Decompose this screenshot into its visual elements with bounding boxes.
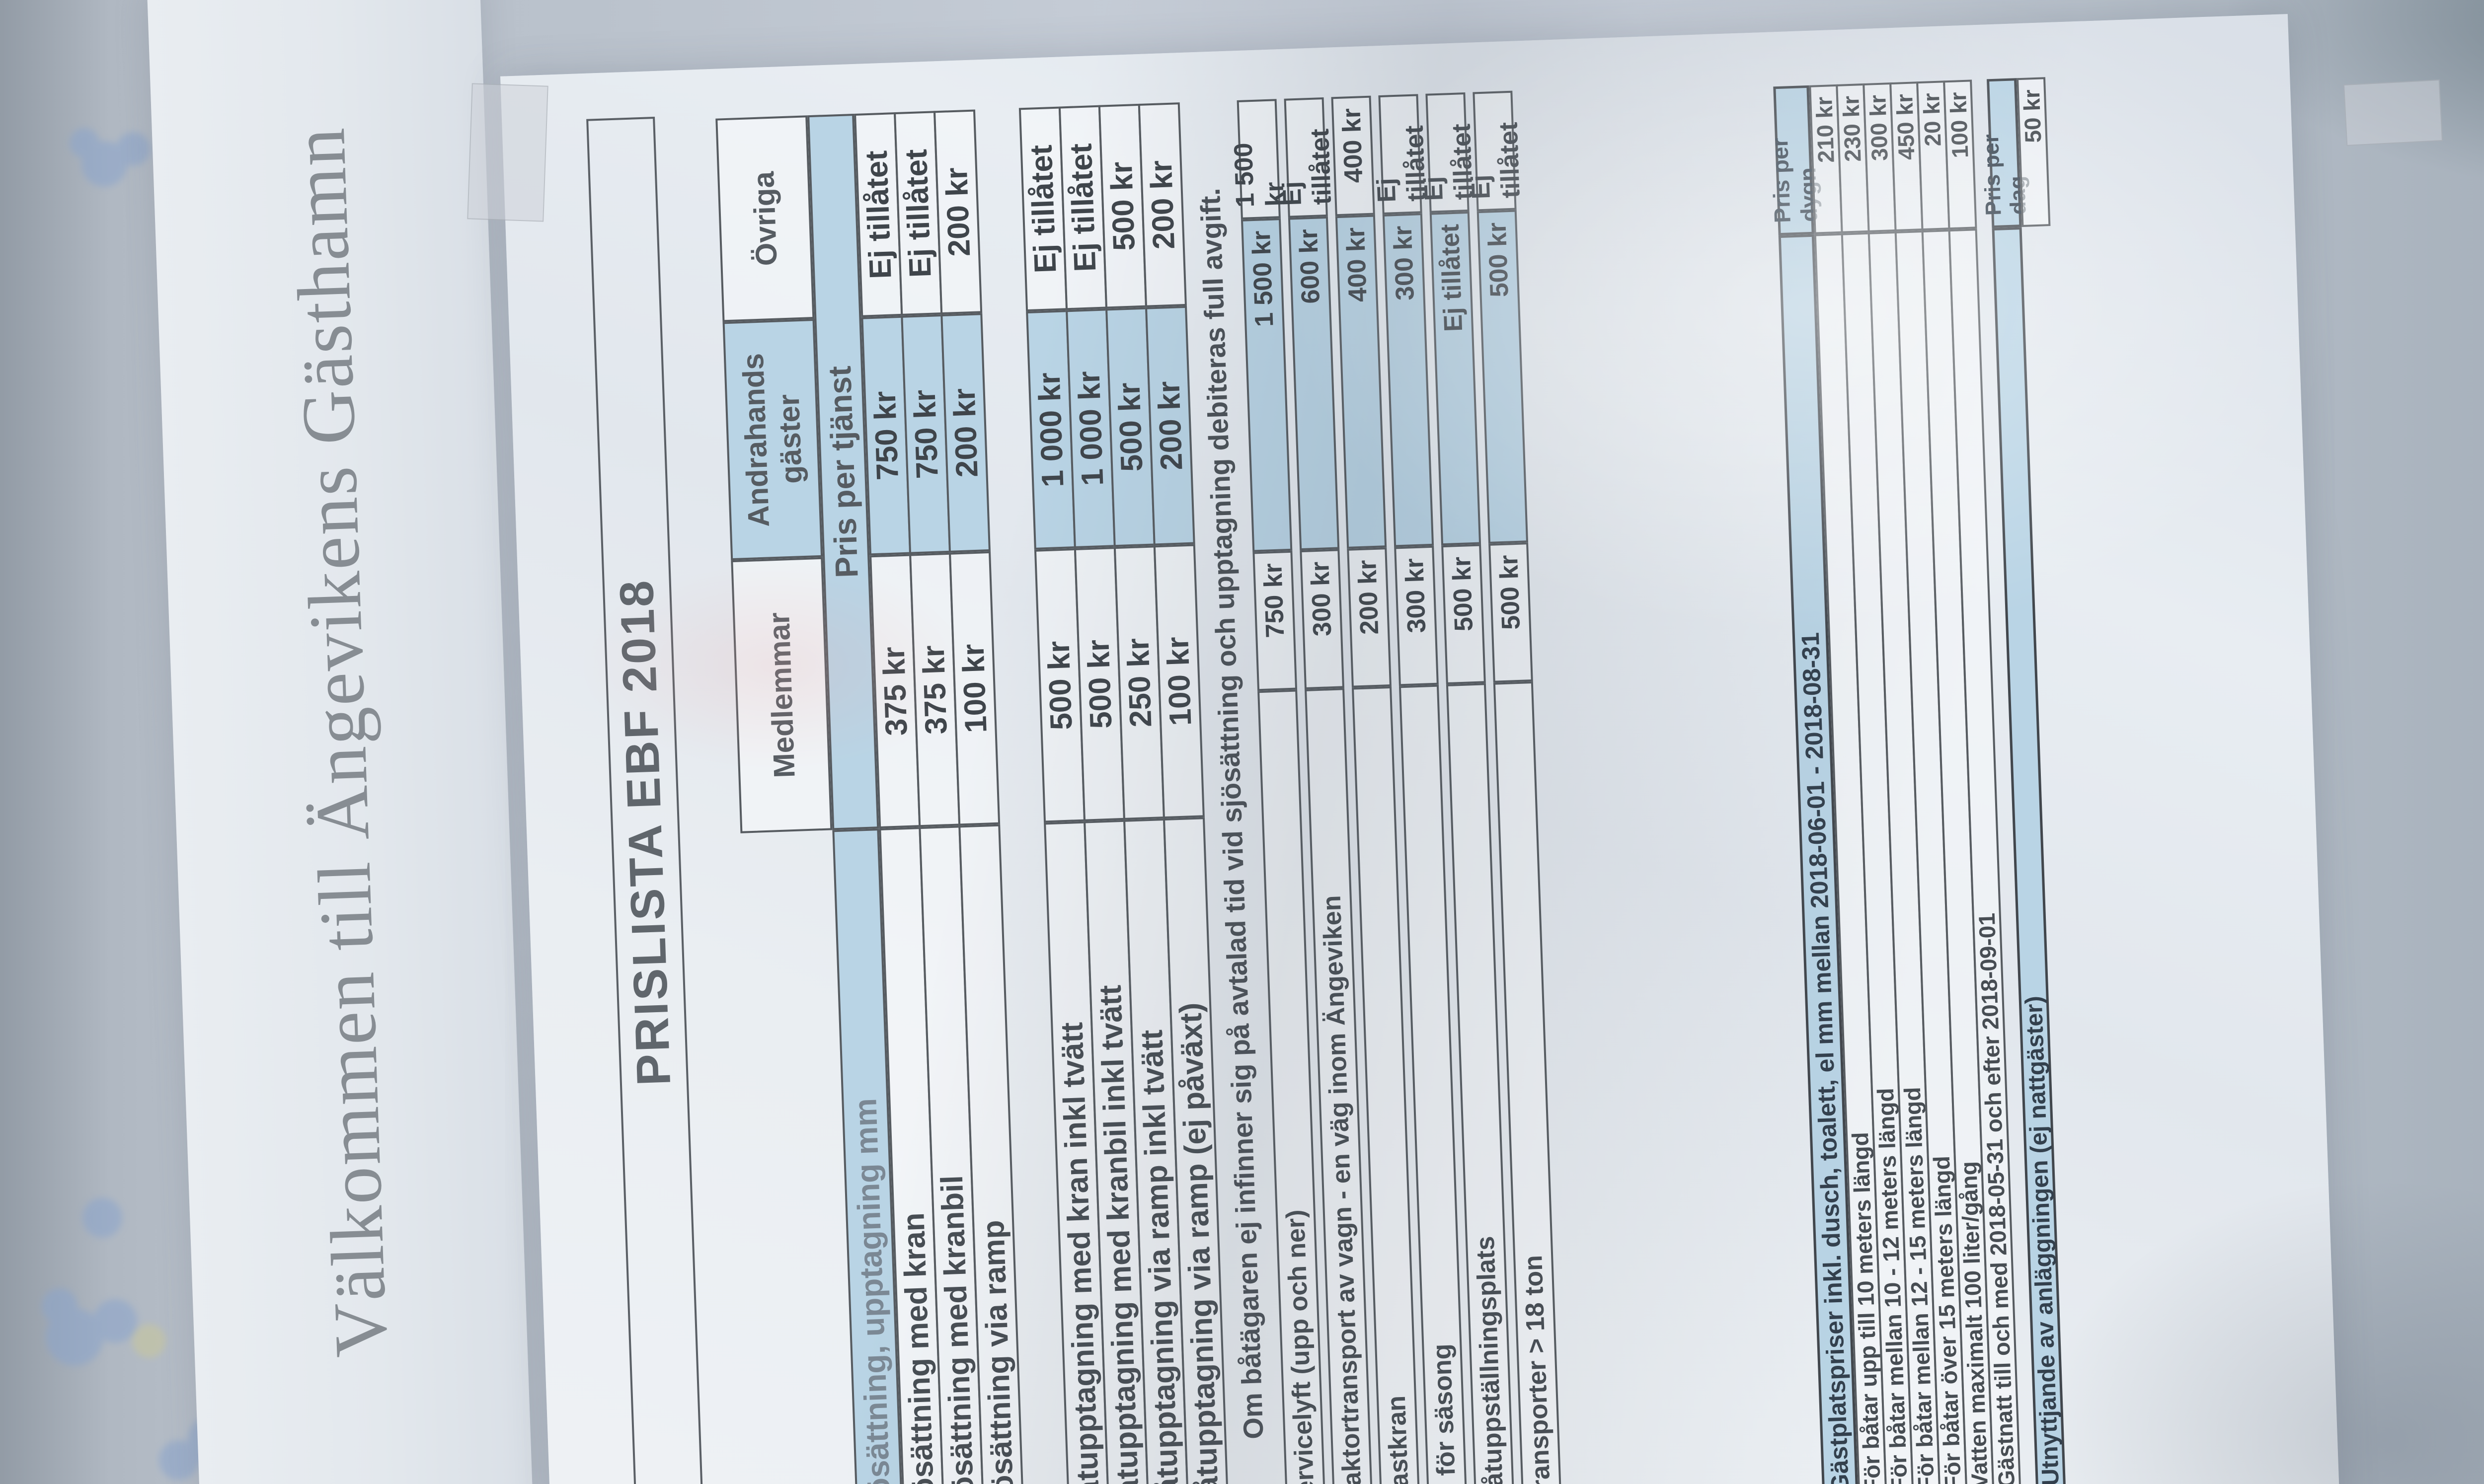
guest-row-price: 100 kr — [1943, 79, 1977, 230]
guest-price-per-night-header: Pris per dygn — [1767, 85, 1822, 236]
andrahands-price: Ej tillåtet — [1429, 211, 1481, 546]
ovriga-price: 200 kr — [933, 109, 983, 315]
price-list-title-box: PRISLISTA EBF 2018 — [586, 116, 705, 1484]
price-list-title: PRISLISTA EBF 2018 — [610, 578, 681, 1087]
ovriga-price: Ej tillåtet — [1277, 97, 1337, 218]
medlemmar-price: 100 kr — [1153, 544, 1205, 819]
welcome-sign-title: Välkommen till Ängevikens Gästhamn — [276, 125, 403, 1359]
price-list-paper: PRISLISTA EBF 2018 Medlemmar Andrahands … — [500, 14, 2341, 1484]
header-andrahands: Andrahands gäster — [722, 318, 823, 561]
medlemmar-price: 500 kr — [1441, 544, 1486, 685]
ovriga-price: 1 500 kr — [1229, 99, 1290, 220]
welcome-sign-paper: Välkommen till Ängevikens Gästhamn — [147, 0, 533, 1484]
medlemmar-price: 300 kr — [1394, 545, 1439, 686]
medlemmar-price: 300 kr — [1300, 549, 1345, 690]
andrahands-price: 200 kr — [1145, 305, 1195, 546]
tape-piece-top-right — [2343, 79, 2443, 146]
medlemmar-price: 750 kr — [1252, 550, 1298, 691]
tape-piece-left — [467, 83, 548, 222]
medlemmar-price: 100 kr — [949, 551, 1001, 826]
ovriga-price: 400 kr — [1331, 95, 1375, 217]
ovriga-price: Ej tillåtet — [1372, 94, 1431, 215]
andrahands-price: 1 500 kr — [1241, 218, 1293, 552]
andrahands-price: 200 kr — [940, 313, 991, 553]
andrahands-price: 400 kr — [1335, 215, 1387, 549]
medlemmar-price: 200 kr — [1347, 547, 1392, 688]
ovriga-price: Ej tillåtet — [1466, 90, 1526, 212]
andrahands-price: 600 kr — [1288, 216, 1340, 551]
medlemmar-price: 500 kr — [1488, 542, 1533, 683]
andrahands-price: 300 kr — [1382, 213, 1434, 547]
header-medlemmar: Medlemmar — [731, 557, 833, 833]
ovriga-price: 200 kr — [1138, 102, 1187, 307]
ovriga-price: Ej tillåtet — [1419, 92, 1478, 213]
header-ovriga: Övriga — [715, 115, 815, 322]
usage-price-value: 50 kr — [2016, 77, 2051, 227]
andrahands-price: 500 kr — [1476, 210, 1529, 544]
usage-price-per-day-header: Pris per dag — [1979, 78, 2031, 228]
